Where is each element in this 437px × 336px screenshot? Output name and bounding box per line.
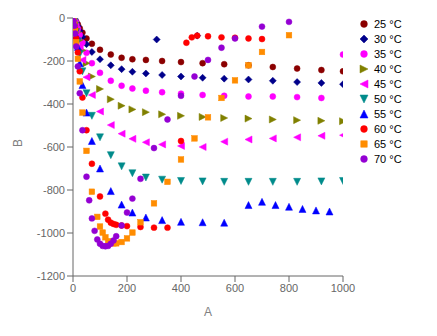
html-text:70 °C: 70 °C — [374, 153, 402, 165]
svg-text:0: 0 — [70, 282, 76, 294]
svg-text:0: 0 — [59, 12, 65, 24]
svg-text:A: A — [204, 305, 212, 319]
html-text:35 °C: 35 °C — [374, 48, 402, 60]
svg-text:-400: -400 — [43, 98, 65, 110]
svg-text:400: 400 — [172, 282, 190, 294]
svg-text:-1000: -1000 — [37, 227, 65, 239]
svg-text:-1200: -1200 — [37, 270, 65, 282]
svg-text:B: B — [11, 139, 25, 147]
html-text:45 °C: 45 °C — [374, 78, 402, 90]
html-text:30 °C: 30 °C — [374, 33, 402, 45]
html-text:50 °C: 50 °C — [374, 93, 402, 105]
svg-text:-600: -600 — [43, 141, 65, 153]
svg-text:200: 200 — [118, 282, 136, 294]
svg-text:-800: -800 — [43, 184, 65, 196]
html-text:25 °C: 25 °C — [374, 18, 402, 30]
svg-text:800: 800 — [280, 282, 298, 294]
svg-text:-200: -200 — [43, 55, 65, 67]
html-text:65 °C: 65 °C — [374, 138, 402, 150]
html-text:40 °C: 40 °C — [374, 63, 402, 75]
html-text:55 °C: 55 °C — [374, 108, 402, 120]
html-text:60 °C: 60 °C — [374, 123, 402, 135]
svg-text:1000: 1000 — [331, 282, 355, 294]
svg-text:600: 600 — [226, 282, 244, 294]
